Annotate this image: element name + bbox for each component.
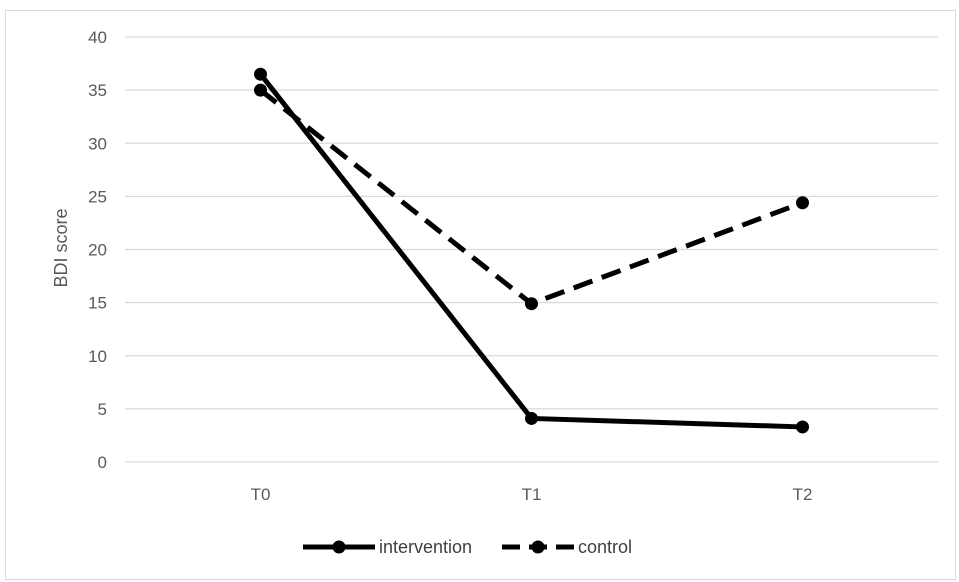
legend-swatch-marker: [332, 540, 346, 554]
series-control: [254, 83, 809, 311]
y-tick-label: 40: [88, 28, 107, 47]
legend-item-control: control: [502, 537, 632, 557]
x-tick-label: T2: [793, 485, 813, 504]
series-lines: [254, 67, 809, 434]
y-tick-label: 35: [88, 81, 107, 100]
x-tick-label: T0: [251, 485, 271, 504]
legend-item-intervention: intervention: [303, 537, 472, 557]
data-point: [254, 67, 267, 81]
series-intervention: [254, 67, 809, 434]
chart-frame: [5, 10, 956, 580]
y-tick-label: 30: [88, 134, 107, 153]
y-tick-label: 15: [88, 294, 107, 313]
legend-label: control: [578, 537, 632, 557]
legend: intervention control: [303, 537, 632, 557]
x-tick-label: T1: [522, 485, 542, 504]
y-tick-label: 10: [88, 347, 107, 366]
data-point: [796, 420, 809, 434]
gridlines: [125, 36, 938, 463]
data-point: [254, 83, 267, 97]
y-tick-label: 0: [98, 453, 107, 472]
y-tick-label: 5: [98, 400, 107, 419]
y-tick-label: 25: [88, 187, 107, 206]
data-point: [796, 196, 809, 210]
data-point: [525, 411, 538, 425]
x-axis-ticks: T0 T1 T2: [251, 485, 813, 504]
y-axis-title: BDI score: [51, 208, 71, 287]
y-axis-ticks: 0 5 10 15 20 25 30 35 40: [88, 28, 107, 472]
y-tick-label: 20: [88, 241, 107, 260]
series-line: [258, 72, 803, 430]
data-point: [525, 297, 538, 311]
legend-swatch-marker: [531, 540, 545, 554]
legend-label: intervention: [379, 537, 472, 557]
